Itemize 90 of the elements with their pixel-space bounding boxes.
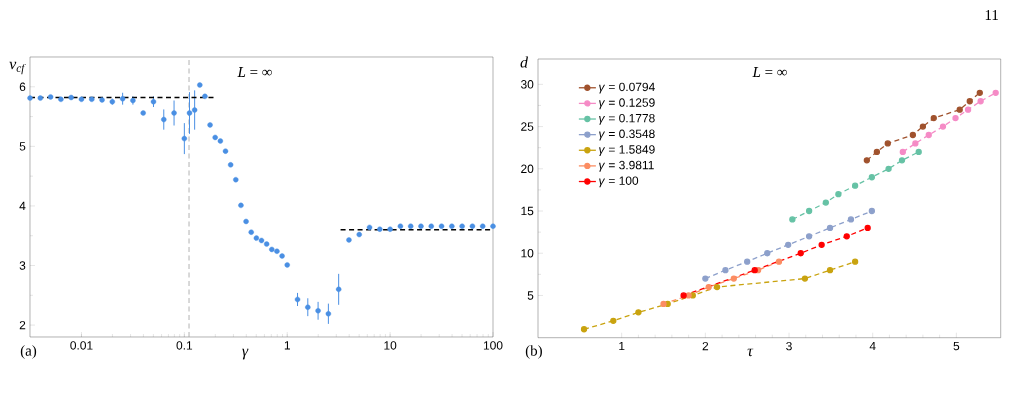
point: [580, 326, 588, 333]
legend-label: γ = 1.5849: [599, 145, 655, 157]
point: [635, 309, 642, 316]
x-axis-title: γ: [242, 348, 249, 360]
point: [977, 98, 984, 105]
y-tick-label: 25: [521, 122, 534, 131]
y-tick-label: 20: [521, 164, 534, 174]
point: [863, 157, 870, 164]
point: [610, 317, 617, 324]
point: [822, 199, 829, 206]
y-tick-label: 6: [19, 82, 26, 92]
point: [764, 250, 771, 257]
x-tick-label: 3: [786, 341, 792, 351]
point: [722, 266, 729, 274]
point: [868, 207, 876, 215]
point: [964, 106, 972, 113]
y-tick-label: 5: [19, 142, 26, 151]
point: [912, 140, 919, 147]
x-tick-label: 2: [702, 341, 709, 351]
y-tick-label: 3: [19, 261, 26, 270]
point: [898, 157, 906, 164]
point: [873, 148, 881, 156]
point: [685, 292, 692, 299]
point: [660, 300, 667, 308]
y-axis-title: d: [520, 56, 529, 68]
point: [851, 258, 859, 265]
point: [835, 190, 842, 198]
legend-label: γ = 0.0794: [599, 82, 655, 94]
point: [909, 131, 917, 139]
x-tick-label: 5: [953, 341, 960, 351]
point: [952, 114, 959, 122]
point: [702, 275, 709, 282]
point: [826, 266, 834, 274]
point: [826, 224, 834, 232]
legend-label: γ = 3.9811: [599, 160, 654, 172]
text: (b): [525, 345, 542, 359]
y-tick-label: 5: [527, 291, 534, 300]
point: [744, 258, 751, 265]
x-tick-label: 1: [284, 341, 290, 350]
point: [915, 148, 922, 156]
point: [705, 283, 712, 291]
point: [797, 250, 804, 257]
y-axis-title: v$_{cf}$: [9, 61, 26, 75]
legend-label: γ = 0.1778: [599, 113, 655, 125]
x-tick-label: 10: [384, 341, 397, 350]
x-tick-label: 0.1: [176, 341, 193, 350]
point: [992, 89, 999, 96]
x-tick-label: 4: [869, 341, 876, 351]
point: [843, 233, 850, 240]
point: [939, 123, 947, 130]
point: [730, 275, 737, 282]
legend-label: γ = 100: [599, 176, 639, 188]
x-tick-label: 0.01: [70, 341, 93, 350]
point: [805, 233, 813, 240]
point: [751, 266, 758, 274]
point: [775, 258, 783, 265]
point: [976, 89, 983, 96]
point: [925, 131, 932, 139]
point: [919, 123, 927, 130]
point: [956, 106, 963, 113]
point: [713, 283, 721, 291]
point: [930, 114, 937, 122]
point: [680, 292, 687, 299]
y-tick-label: 2: [19, 320, 26, 330]
point: [885, 165, 892, 172]
legend-label: γ = 0.3548: [599, 129, 655, 141]
point: [864, 224, 871, 232]
point: [805, 207, 813, 215]
point: [851, 182, 859, 189]
point: [818, 241, 825, 248]
point: [868, 174, 876, 181]
x-tick-label: 100: [483, 341, 503, 350]
y-tick-label: 4: [19, 201, 26, 211]
annotation: L = ∞: [237, 67, 272, 77]
annotation: L = ∞: [752, 67, 787, 77]
y-tick-label: 30: [520, 80, 534, 89]
point: [785, 241, 792, 248]
x-axis-title: τ: [747, 348, 754, 357]
point: [899, 148, 906, 156]
point: [884, 140, 891, 147]
point: [801, 275, 809, 282]
y-tick-label: 10: [521, 249, 534, 258]
text: 11: [985, 10, 998, 20]
y-tick-label: 15: [521, 206, 534, 216]
point: [789, 216, 796, 223]
x-tick-label: 1: [619, 341, 625, 351]
point: [966, 98, 973, 105]
text: (a): [20, 345, 37, 359]
legend-label: γ = 0.1259: [599, 98, 655, 110]
point: [847, 216, 855, 223]
